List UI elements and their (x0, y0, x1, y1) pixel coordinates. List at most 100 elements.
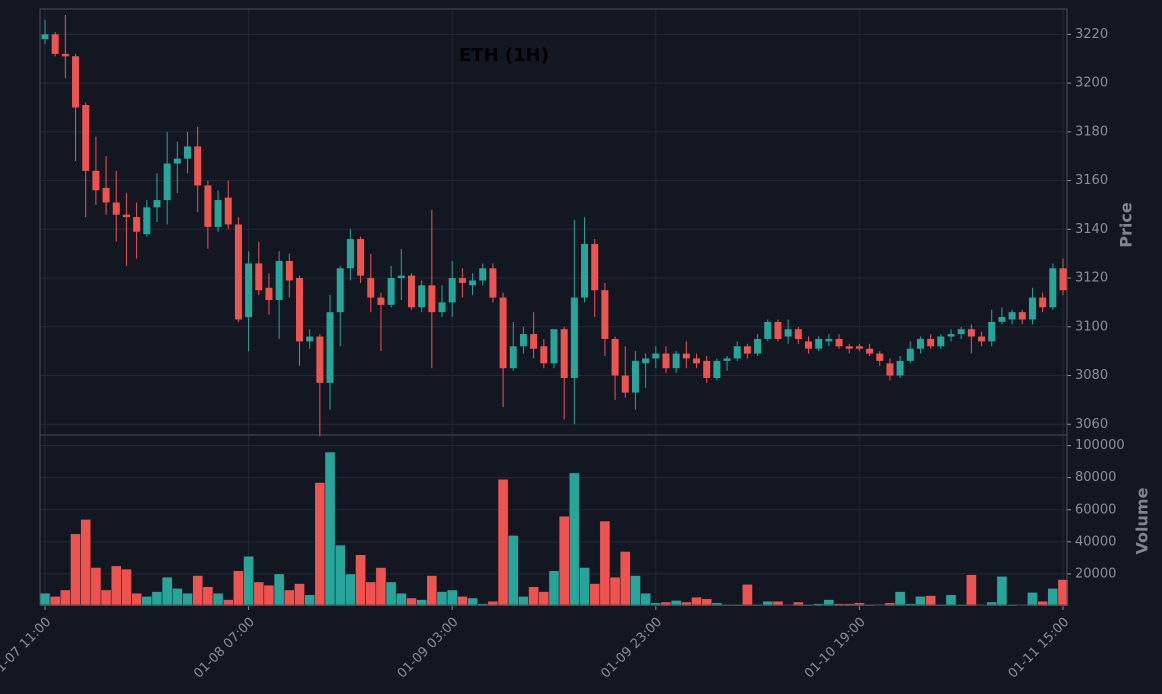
y2-tick-label: 100000 (1075, 438, 1125, 453)
candle-body (102, 187, 110, 203)
volume-bar (599, 520, 611, 607)
candle-body (682, 353, 690, 359)
candle-body (886, 363, 894, 376)
candle-body (285, 260, 293, 281)
volume-bar (894, 591, 906, 607)
candle-body (489, 268, 497, 298)
candle-body (407, 275, 415, 308)
candle-body (642, 358, 650, 364)
candle-body (703, 360, 711, 378)
candle-body (224, 197, 232, 225)
candle-body (173, 158, 181, 164)
candle-body (133, 217, 141, 232)
volume-bar (589, 583, 601, 607)
candle-body (61, 53, 69, 57)
volume-bar (772, 600, 784, 607)
y-tick-label: 3060 (1075, 417, 1108, 432)
volume-bar (385, 581, 397, 607)
volume-bar (640, 592, 651, 607)
candle-body (112, 202, 120, 215)
y2-tick-label: 40000 (1075, 534, 1116, 549)
volume-bar (151, 591, 163, 607)
volume-bar (121, 568, 132, 607)
volume-bar (1027, 592, 1038, 607)
candle-body (916, 338, 924, 349)
volume-bar (711, 602, 723, 607)
y2-tick-label: 80000 (1075, 470, 1116, 485)
candle-body (581, 243, 589, 298)
volume-bar (497, 479, 509, 607)
volume-bar (538, 591, 550, 607)
candle-body (693, 358, 701, 364)
candle-body (275, 260, 283, 300)
candle-body (805, 341, 812, 349)
volume-bar (334, 544, 346, 607)
y2-tick-label: 60000 (1075, 502, 1116, 517)
volume-bar (436, 591, 448, 607)
volume-bar (172, 588, 183, 607)
candle-body (469, 280, 477, 286)
volume-bar (1047, 588, 1059, 607)
candle-body (1018, 312, 1026, 320)
volume-bar (345, 573, 356, 607)
volume-bar (823, 599, 835, 607)
volume-bar (569, 472, 580, 607)
candle-body (713, 360, 721, 378)
candle-body (296, 278, 303, 342)
candle-body (937, 336, 945, 347)
volume-bar (39, 592, 51, 607)
volume-bar (131, 592, 142, 607)
candle-body (845, 346, 853, 349)
candle-body (876, 353, 884, 361)
volume-bar (253, 581, 265, 607)
candle-body (550, 329, 558, 364)
volume-bar (324, 451, 336, 607)
y-tick-label: 3140 (1075, 222, 1108, 237)
volume-bar (966, 574, 977, 607)
candle-body (1039, 297, 1047, 308)
volume-bar (742, 584, 753, 607)
volume-bar (263, 584, 275, 607)
candle-body (927, 338, 935, 347)
y-axis-label: Price (1117, 202, 1136, 248)
candle-body (41, 34, 49, 40)
candle-body (754, 338, 762, 354)
candle-body (234, 224, 242, 320)
candle-body (764, 321, 772, 339)
candle-body (367, 278, 375, 298)
candle-body (1059, 268, 1067, 291)
volume-bar (365, 581, 377, 607)
candle-body (662, 353, 670, 369)
candle-body (509, 346, 517, 369)
candle-body (998, 317, 1006, 322)
volume-bar (619, 551, 631, 607)
candle-body (245, 263, 253, 318)
candle-body (978, 336, 986, 342)
candle-body (601, 290, 609, 339)
candle-body (967, 329, 975, 337)
volume-bar (558, 515, 570, 607)
candle-body (540, 346, 548, 364)
candle-body (72, 56, 80, 108)
volume-bar (650, 602, 662, 607)
volume-bar (233, 570, 244, 607)
candle-body (743, 346, 751, 354)
volume-bar (854, 602, 865, 607)
candle-body (560, 329, 568, 378)
y-tick-label: 3100 (1075, 319, 1108, 334)
candle-body (611, 338, 619, 376)
candle-body (947, 334, 955, 337)
candle-body (1049, 268, 1057, 308)
volume-bar (161, 576, 173, 607)
candle-body (204, 185, 212, 227)
y2-tick-label: 20000 (1075, 566, 1116, 581)
candle-body (896, 360, 904, 376)
candle-body (357, 239, 365, 276)
volume-bar (1057, 579, 1069, 607)
volume-bar (884, 602, 896, 607)
candle-body (397, 275, 405, 279)
candle-body (418, 285, 426, 308)
volume-bar (70, 533, 81, 607)
volume-bar (925, 595, 937, 607)
